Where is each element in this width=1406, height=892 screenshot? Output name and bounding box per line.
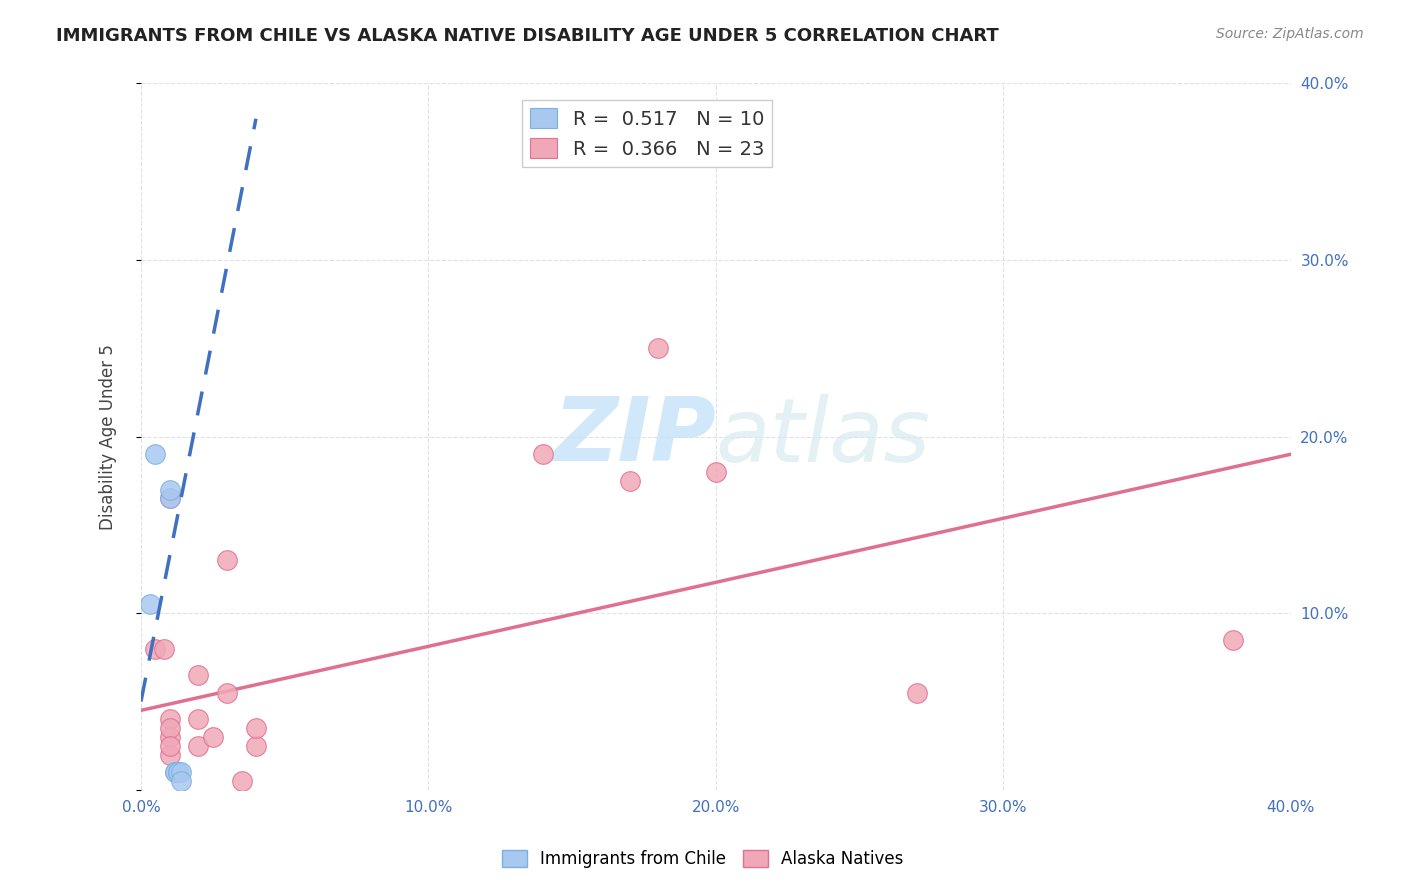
Point (159, 739, 181, 753)
Point (165, 765, 187, 780)
Point (531, 447, 554, 461)
Point (159, 712, 181, 726)
Text: atlas: atlas (716, 393, 931, 480)
Point (187, 668, 209, 682)
Point (1222, 632, 1244, 647)
Point (619, 474, 641, 488)
Point (153, 641, 176, 656)
Point (159, 730, 181, 744)
Point (159, 483, 181, 497)
Point (905, 686, 928, 700)
Point (245, 721, 267, 735)
Point (159, 747, 181, 762)
Point (165, 765, 187, 780)
Point (201, 730, 224, 744)
Point (170, 765, 193, 780)
Point (704, 465, 727, 479)
Point (231, 774, 253, 789)
Legend: R =  0.517   N = 10, R =  0.366   N = 23: R = 0.517 N = 10, R = 0.366 N = 23 (522, 100, 772, 167)
Point (159, 721, 181, 735)
Y-axis label: Disability Age Under 5: Disability Age Under 5 (100, 343, 117, 530)
Text: ZIP: ZIP (553, 393, 716, 480)
Point (143, 447, 166, 461)
Point (143, 641, 166, 656)
Point (170, 774, 193, 789)
Legend: Immigrants from Chile, Alaska Natives: Immigrants from Chile, Alaska Natives (495, 843, 911, 875)
Point (167, 765, 190, 780)
Point (217, 553, 239, 567)
Text: IMMIGRANTS FROM CHILE VS ALASKA NATIVE DISABILITY AGE UNDER 5 CORRELATION CHART: IMMIGRANTS FROM CHILE VS ALASKA NATIVE D… (56, 27, 1000, 45)
Text: Source: ZipAtlas.com: Source: ZipAtlas.com (1216, 27, 1364, 41)
Point (159, 491, 181, 506)
Point (187, 739, 209, 753)
Point (187, 712, 209, 726)
Point (167, 765, 190, 780)
Point (138, 598, 160, 612)
Point (647, 342, 669, 356)
Point (245, 739, 267, 753)
Point (159, 491, 181, 506)
Point (217, 686, 239, 700)
